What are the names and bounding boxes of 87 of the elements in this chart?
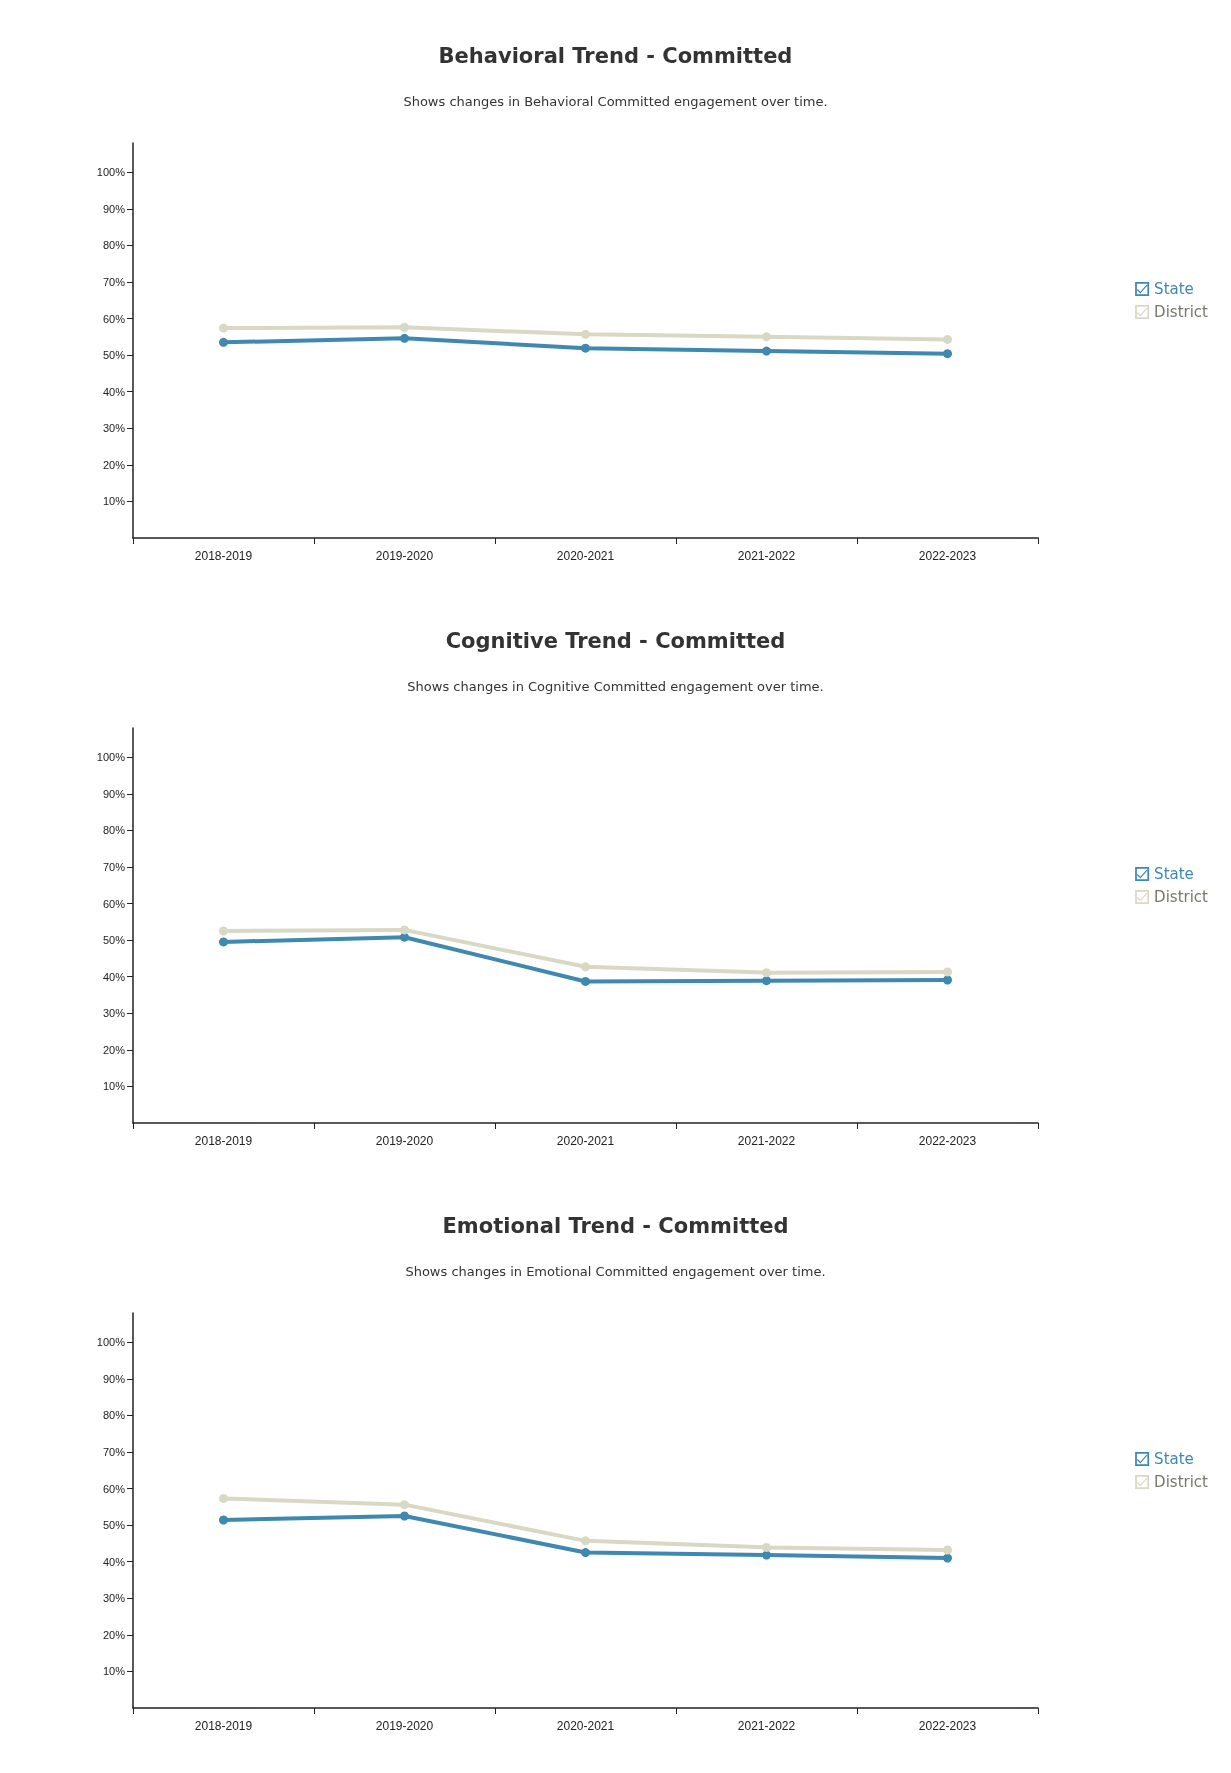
y-tick-label: 90% [102,1372,126,1385]
x-tick-label: 2020-2021 [556,1134,615,1148]
y-tick-label: 100% [96,1336,126,1349]
y-tick-label: 40% [102,1555,126,1568]
x-tick-label: 2021-2022 [737,1134,796,1148]
point [400,925,409,935]
chart-subtitle: Shows changes in Emotional Committed engagement over time. [405,1264,826,1279]
legend-label: District [1154,303,1209,321]
point [219,926,228,936]
y-tick-label: 20% [102,1628,126,1641]
point [943,1553,952,1563]
chart-title: Cognitive Trend - Committed [445,628,786,653]
y-tick-label: 100% [96,166,126,179]
point [762,1542,771,1552]
y-tick-label: 50% [102,349,126,362]
point [762,976,771,986]
point [400,932,409,942]
y-tick-label: 50% [102,934,126,947]
x-tick-label: 2019-2020 [375,549,434,563]
y-tick-label: 80% [102,824,126,837]
point [943,334,952,344]
x-tick-label: 2022-2023 [918,1719,977,1733]
point [943,1545,952,1555]
point [762,332,771,342]
legend-label: State [1154,280,1194,298]
point [943,349,952,359]
point [762,1550,771,1560]
legend-label: District [1154,888,1209,906]
x-tick-label: 2021-2022 [737,549,796,563]
x-tick-label: 2021-2022 [737,1719,796,1733]
point [219,1515,228,1525]
point [581,329,590,339]
x-tick-label: 2018-2019 [194,549,253,563]
point [581,343,590,353]
y-tick-label: 20% [102,458,126,471]
point [219,1493,228,1503]
point [762,968,771,978]
y-tick-label: 70% [102,275,126,288]
y-tick-label: 50% [102,1519,126,1532]
point [219,323,228,333]
y-tick-label: 60% [102,312,126,325]
legend-label: State [1154,865,1194,883]
y-tick-label: 30% [102,422,126,435]
point [400,1500,409,1510]
point [581,962,590,972]
point [762,346,771,356]
point [400,1511,409,1521]
x-tick-label: 2019-2020 [375,1719,434,1733]
y-tick-label: 10% [102,1665,126,1678]
y-tick-label: 70% [102,1445,126,1458]
x-tick-label: 2018-2019 [194,1719,253,1733]
point [943,975,952,985]
y-tick-label: 100% [96,751,126,764]
y-tick-label: 60% [102,897,126,910]
legend-label: District [1154,1473,1209,1491]
x-tick-label: 2022-2023 [918,549,977,563]
chart-subtitle: Shows changes in Behavioral Committed engagement over time. [403,94,828,109]
point [219,337,228,347]
y-tick-label: 40% [102,970,126,983]
y-tick-label: 80% [102,1409,126,1422]
y-tick-label: 30% [102,1007,126,1020]
y-tick-label: 30% [102,1592,126,1605]
chart-title: Emotional Trend - Committed [442,1213,789,1238]
x-tick-label: 2019-2020 [375,1134,434,1148]
y-tick-label: 20% [102,1043,126,1056]
y-tick-label: 70% [102,860,126,873]
point [943,967,952,977]
point [400,333,409,343]
y-tick-label: 90% [102,787,126,800]
x-tick-label: 2020-2021 [556,1719,615,1733]
point [581,1548,590,1558]
y-tick-label: 10% [102,1080,126,1093]
legend-label: State [1154,1450,1194,1468]
point [219,937,228,947]
x-tick-label: 2022-2023 [918,1134,977,1148]
x-tick-label: 2020-2021 [556,549,615,563]
point [400,322,409,332]
point [581,976,590,986]
y-tick-label: 90% [102,202,126,215]
y-tick-label: 40% [102,385,126,398]
x-tick-label: 2018-2019 [194,1134,253,1148]
y-tick-label: 60% [102,1482,126,1495]
y-tick-label: 10% [102,495,126,508]
y-tick-label: 80% [102,239,126,252]
point [581,1536,590,1546]
chart-subtitle: Shows changes in Cognitive Committed engagement over time. [407,679,824,694]
chart-title: Behavioral Trend - Committed [438,43,793,68]
